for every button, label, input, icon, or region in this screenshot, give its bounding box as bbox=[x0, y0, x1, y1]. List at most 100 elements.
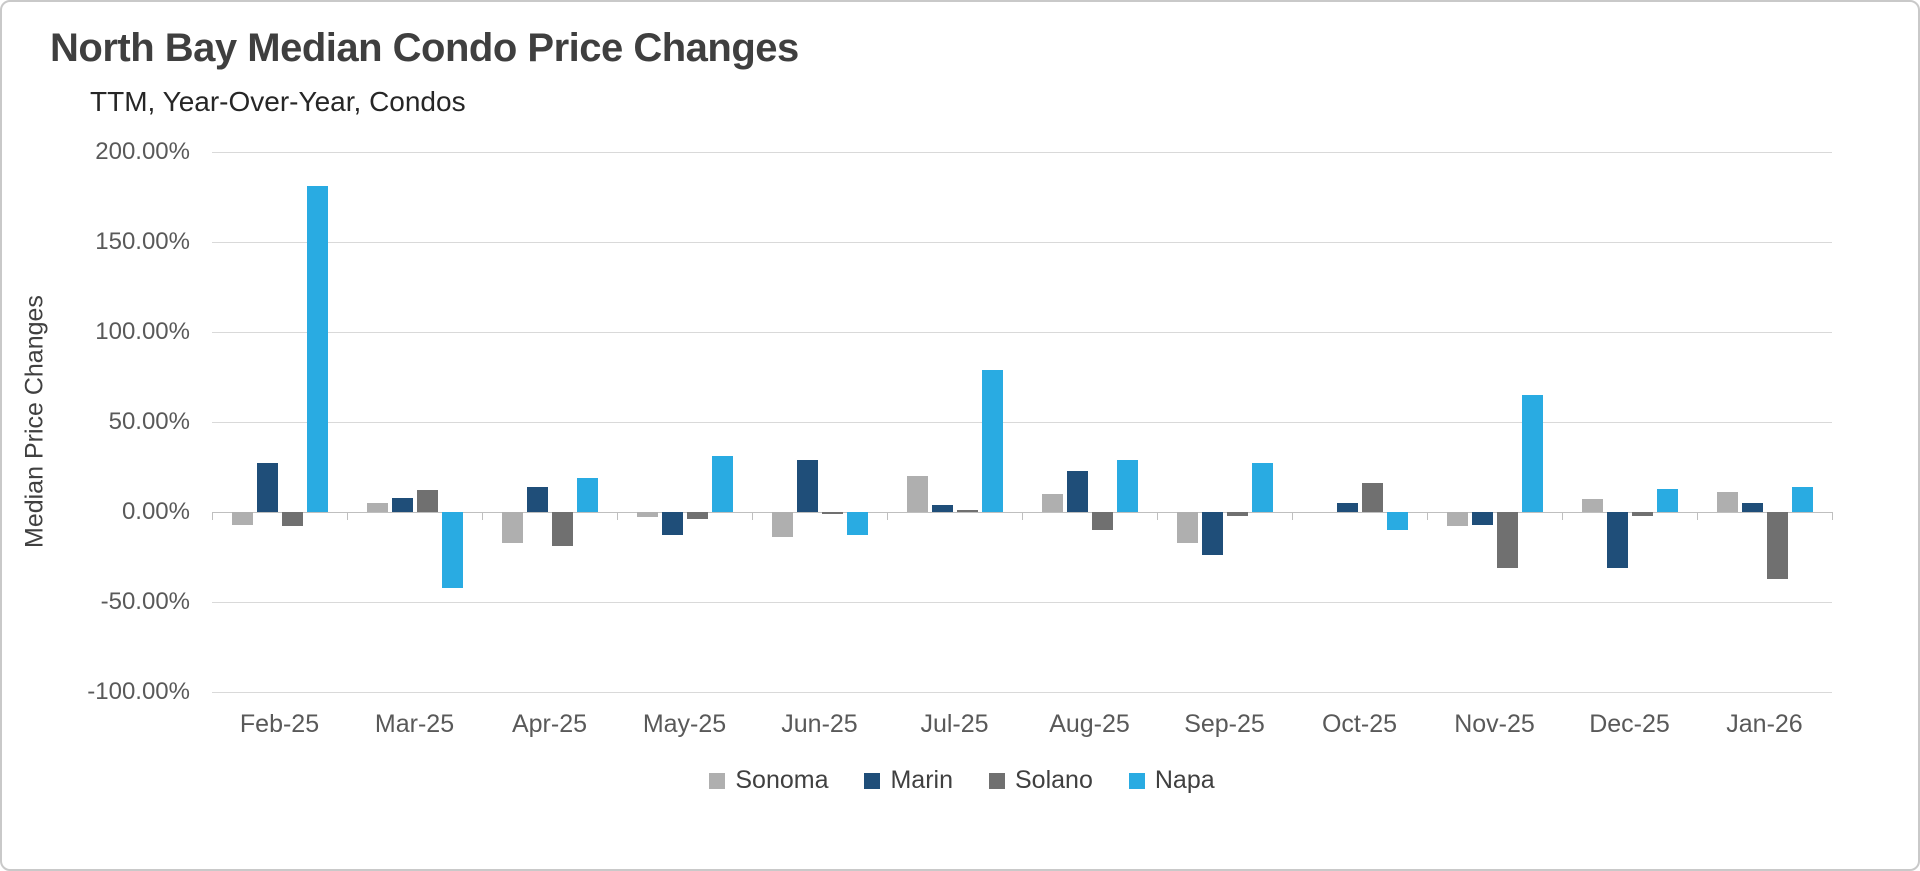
bar-solano-feb-25 bbox=[281, 512, 303, 527]
bar-solano-aug-25 bbox=[1091, 512, 1113, 530]
gridline bbox=[212, 422, 1832, 423]
y-axis-tick-labels: 200.00% 150.00% 100.00% 50.00% 0.00% -50.00% -… bbox=[2, 138, 190, 705]
x-axis-tick-labels: Feb-25 Mar-25 Apr-25 May-25 Jun-25 Jul-25 Aug-… bbox=[212, 710, 1832, 739]
bar-napa-dec-25 bbox=[1656, 488, 1678, 512]
bar-napa-feb-25 bbox=[306, 186, 328, 512]
legend-item-solano: Solano bbox=[989, 766, 1093, 795]
bar-marin-may-25 bbox=[661, 512, 683, 536]
y-tick-label: -50.00% bbox=[100, 588, 190, 615]
legend-swatch-icon bbox=[709, 772, 726, 789]
bar-marin-oct-25 bbox=[1336, 503, 1358, 512]
y-tick-label: 100.00% bbox=[95, 318, 190, 345]
category-axis-tick bbox=[1292, 512, 1293, 520]
bar-sonoma-dec-25 bbox=[1581, 499, 1603, 512]
bar-sonoma-nov-25 bbox=[1446, 512, 1468, 527]
bar-solano-apr-25 bbox=[551, 512, 573, 547]
bar-marin-aug-25 bbox=[1066, 470, 1088, 512]
y-tick-label: 150.00% bbox=[95, 228, 190, 255]
bar-solano-may-25 bbox=[686, 512, 708, 520]
bar-sonoma-apr-25 bbox=[501, 512, 523, 543]
bar-sonoma-jul-25 bbox=[906, 476, 928, 512]
bar-napa-jul-25 bbox=[981, 369, 1003, 512]
category-axis-tick bbox=[617, 512, 618, 520]
legend-item-sonoma: Sonoma bbox=[709, 766, 828, 795]
x-tick-label: Dec-25 bbox=[1589, 710, 1670, 738]
legend-swatch-icon bbox=[1128, 772, 1145, 789]
bar-solano-jan-26 bbox=[1766, 512, 1788, 579]
x-tick-label: Nov-25 bbox=[1454, 710, 1535, 738]
bar-sonoma-mar-25 bbox=[366, 503, 388, 512]
plot-area bbox=[212, 152, 1833, 693]
bar-napa-apr-25 bbox=[576, 477, 598, 512]
bar-solano-jun-25 bbox=[821, 512, 843, 514]
y-tick-label: 50.00% bbox=[108, 408, 190, 435]
gridline bbox=[212, 242, 1832, 243]
x-tick-label: Feb-25 bbox=[239, 710, 320, 738]
category-axis-tick bbox=[212, 512, 213, 520]
x-tick-label: May-25 bbox=[642, 710, 727, 738]
category-axis-tick bbox=[1157, 512, 1158, 520]
bar-solano-jul-25 bbox=[956, 510, 978, 512]
bar-solano-nov-25 bbox=[1496, 512, 1518, 568]
category-axis-tick bbox=[887, 512, 888, 520]
legend-label: Napa bbox=[1154, 766, 1215, 794]
x-tick-label: Sep-25 bbox=[1184, 710, 1265, 738]
gridline bbox=[212, 692, 1832, 693]
bar-marin-dec-25 bbox=[1606, 512, 1628, 568]
category-axis-tick bbox=[1697, 512, 1698, 520]
bar-marin-jul-25 bbox=[931, 504, 953, 512]
bar-napa-sep-25 bbox=[1251, 463, 1273, 512]
bar-sonoma-aug-25 bbox=[1041, 494, 1063, 512]
bar-solano-mar-25 bbox=[416, 490, 438, 512]
bar-sonoma-jun-25 bbox=[771, 512, 793, 538]
bar-marin-jun-25 bbox=[796, 459, 818, 512]
category-axis-tick bbox=[1427, 512, 1428, 520]
category-axis-tick bbox=[482, 512, 483, 520]
y-tick-label: -100.00% bbox=[87, 678, 190, 705]
bar-marin-sep-25 bbox=[1201, 512, 1223, 556]
bar-napa-may-25 bbox=[711, 456, 733, 512]
x-tick-label: Jan-26 bbox=[1726, 710, 1803, 738]
bar-marin-apr-25 bbox=[526, 486, 548, 512]
x-tick-label: Jul-25 bbox=[920, 710, 989, 738]
bar-marin-feb-25 bbox=[256, 463, 278, 512]
x-tick-label: Aug-25 bbox=[1049, 710, 1130, 738]
bar-sonoma-may-25 bbox=[636, 512, 658, 518]
legend-swatch-icon bbox=[989, 772, 1005, 789]
bar-napa-nov-25 bbox=[1521, 395, 1543, 512]
bar-sonoma-feb-25 bbox=[231, 512, 253, 525]
legend-label: Sonoma bbox=[735, 766, 829, 794]
category-axis-tick bbox=[1022, 512, 1023, 520]
gridline bbox=[212, 332, 1832, 333]
bar-napa-oct-25 bbox=[1386, 512, 1408, 530]
category-axis-tick bbox=[752, 512, 753, 520]
legend: Sonoma Marin Solano Napa bbox=[2, 766, 1918, 795]
y-tick-label: 0.00% bbox=[121, 498, 190, 525]
category-axis-tick bbox=[1562, 512, 1563, 520]
legend-item-marin: Marin bbox=[864, 766, 953, 795]
bar-napa-mar-25 bbox=[441, 512, 463, 588]
legend-swatch-icon bbox=[864, 772, 881, 789]
gridline bbox=[212, 602, 1832, 603]
bar-sonoma-jan-26 bbox=[1716, 492, 1738, 512]
x-tick-label: Mar-25 bbox=[374, 710, 455, 738]
chart-title: North Bay Median Condo Price Changes bbox=[50, 26, 799, 70]
x-tick-label: Oct-25 bbox=[1321, 710, 1398, 738]
category-axis-tick bbox=[347, 512, 348, 520]
bar-sonoma-sep-25 bbox=[1176, 512, 1198, 543]
legend-item-napa: Napa bbox=[1128, 766, 1215, 795]
x-tick-label: Jun-25 bbox=[781, 710, 858, 738]
bar-napa-aug-25 bbox=[1116, 459, 1138, 512]
bar-marin-mar-25 bbox=[391, 497, 413, 512]
gridline bbox=[212, 152, 1832, 153]
bar-solano-sep-25 bbox=[1226, 512, 1248, 516]
chart-subtitle: TTM, Year-Over-Year, Condos bbox=[90, 86, 466, 117]
x-tick-label: Apr-25 bbox=[511, 710, 588, 738]
legend-label: Marin bbox=[890, 766, 953, 794]
bar-napa-jun-25 bbox=[846, 512, 868, 536]
bar-marin-nov-25 bbox=[1471, 512, 1493, 525]
bar-solano-oct-25 bbox=[1361, 483, 1383, 512]
category-axis-tick bbox=[1832, 512, 1833, 520]
bar-marin-jan-26 bbox=[1741, 503, 1763, 512]
